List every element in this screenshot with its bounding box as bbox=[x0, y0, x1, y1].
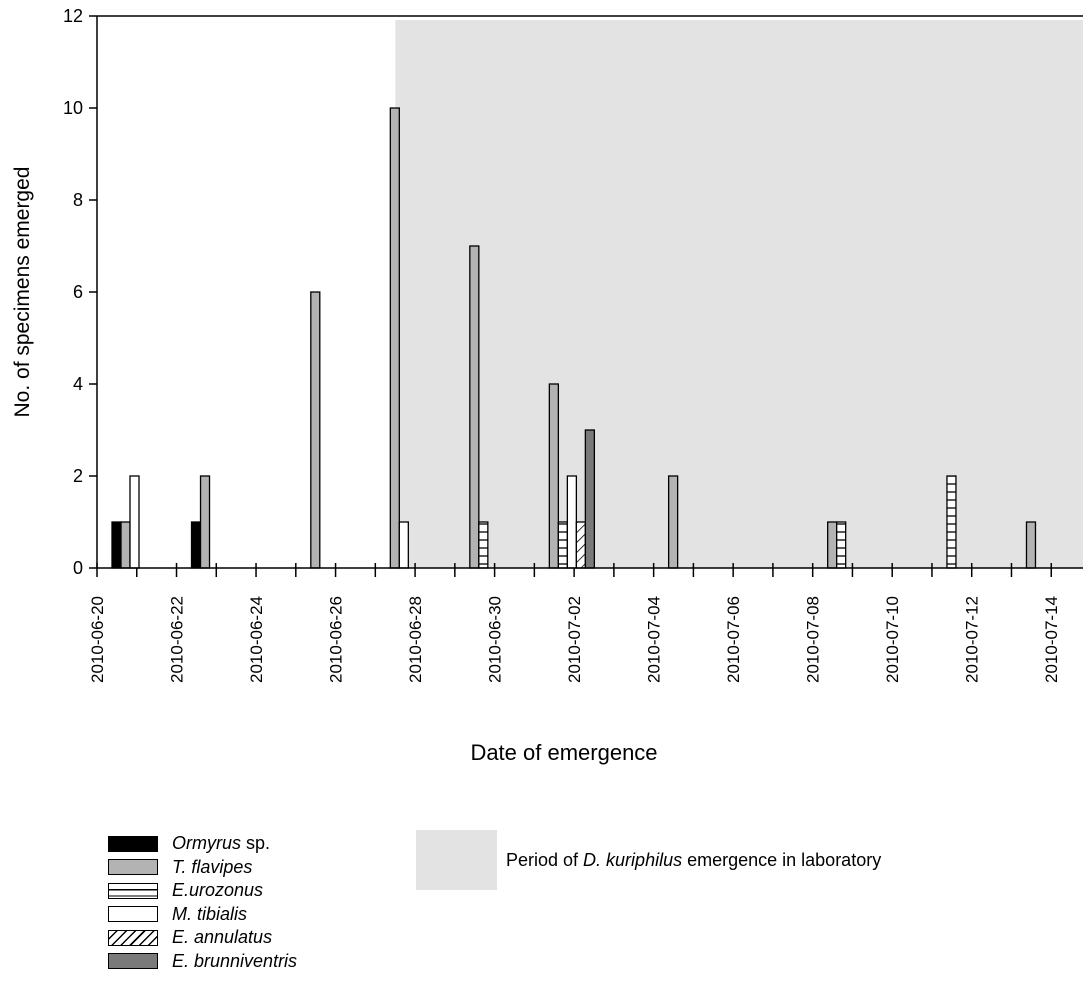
legend: Ormyrus sp. T. flavipes E.urozonus M. tibia… bbox=[108, 832, 297, 973]
x-tick-label: 2010-06-26 bbox=[327, 596, 346, 683]
legend-swatch bbox=[108, 859, 158, 876]
bar bbox=[389, 107, 400, 569]
bar bbox=[584, 429, 596, 569]
bar bbox=[111, 521, 122, 569]
bar bbox=[566, 475, 578, 569]
bar bbox=[575, 521, 587, 569]
y-tick-label: 10 bbox=[63, 98, 83, 118]
x-tick-label: 2010-07-06 bbox=[724, 596, 743, 683]
bar bbox=[190, 521, 202, 569]
legend-swatch bbox=[108, 953, 158, 970]
legend-label: E.urozonus bbox=[172, 880, 264, 901]
y-tick-label: 6 bbox=[73, 282, 83, 302]
x-tick-label: 2010-06-28 bbox=[406, 596, 425, 683]
y-tick-label: 8 bbox=[73, 190, 83, 210]
x-tick-label: 2010-07-10 bbox=[883, 596, 902, 683]
chart: 0 2 4 6 8 10 12 2010-06-20 2010-06-22 2010-06-24… bbox=[11, 6, 1083, 765]
shaded-period-label: Period of D. kuriphilus emergence in lab… bbox=[506, 849, 882, 870]
y-axis-ticks: 0 2 4 6 8 10 12 bbox=[63, 6, 97, 578]
legend-swatch bbox=[108, 906, 158, 923]
bar bbox=[129, 475, 140, 569]
x-tick-label: 2010-06-30 bbox=[486, 596, 505, 683]
x-tick-label: 2010-06-20 bbox=[88, 596, 107, 683]
legend-swatch bbox=[108, 882, 158, 899]
shaded-period-legend: Period of D. kuriphilus emergence in lab… bbox=[416, 830, 881, 890]
bar bbox=[478, 521, 489, 569]
bar bbox=[120, 521, 131, 569]
y-tick-label: 12 bbox=[63, 6, 83, 26]
bar bbox=[827, 521, 838, 569]
legend-item: M. tibialis bbox=[108, 903, 297, 927]
legend-label: Ormyrus sp. bbox=[172, 833, 271, 854]
legend-item: E. annulatus bbox=[108, 926, 297, 950]
legend-swatch bbox=[108, 929, 158, 946]
legend-label: E. annulatus bbox=[172, 927, 273, 948]
bar bbox=[199, 475, 211, 569]
x-tick-label: 2010-07-02 bbox=[565, 596, 584, 683]
legend-item: T. flavipes bbox=[108, 856, 297, 880]
bar bbox=[469, 245, 480, 569]
y-axis-label: No. of specimens emerged bbox=[11, 167, 34, 418]
bar bbox=[557, 521, 569, 569]
legend-swatch bbox=[108, 835, 158, 852]
bar bbox=[836, 521, 847, 569]
bar bbox=[1025, 521, 1037, 569]
bar bbox=[310, 291, 321, 569]
legend-item: E. brunniventris bbox=[108, 950, 297, 974]
x-tick-label: 2010-06-22 bbox=[168, 596, 187, 683]
x-axis-label: Date of emergence bbox=[470, 740, 657, 765]
y-tick-label: 0 bbox=[73, 558, 83, 578]
legend-item: E.urozonus bbox=[108, 879, 297, 903]
legend-item: Ormyrus sp. bbox=[108, 832, 297, 856]
legend-label: E. brunniventris bbox=[172, 950, 298, 971]
legend-label: M. tibialis bbox=[172, 903, 248, 924]
x-tick-label: 2010-07-12 bbox=[963, 596, 982, 683]
emergence-period-shading bbox=[395, 20, 1083, 568]
x-tick-label: 2010-07-04 bbox=[645, 596, 664, 683]
bar bbox=[946, 475, 957, 569]
bar bbox=[548, 383, 560, 569]
y-tick-label: 4 bbox=[73, 374, 83, 394]
x-axis-ticks: 2010-06-20 2010-06-22 2010-06-24 2010-06-26… bbox=[88, 563, 1061, 683]
shaded-period-swatch bbox=[416, 830, 497, 890]
x-tick-label: 2010-06-24 bbox=[247, 596, 266, 683]
x-tick-label: 2010-07-08 bbox=[804, 596, 823, 683]
y-tick-label: 2 bbox=[73, 466, 83, 486]
x-tick-label: 2010-07-14 bbox=[1042, 596, 1061, 683]
bar bbox=[398, 521, 409, 569]
legend-label: T. flavipes bbox=[172, 856, 253, 877]
bar bbox=[667, 475, 679, 569]
